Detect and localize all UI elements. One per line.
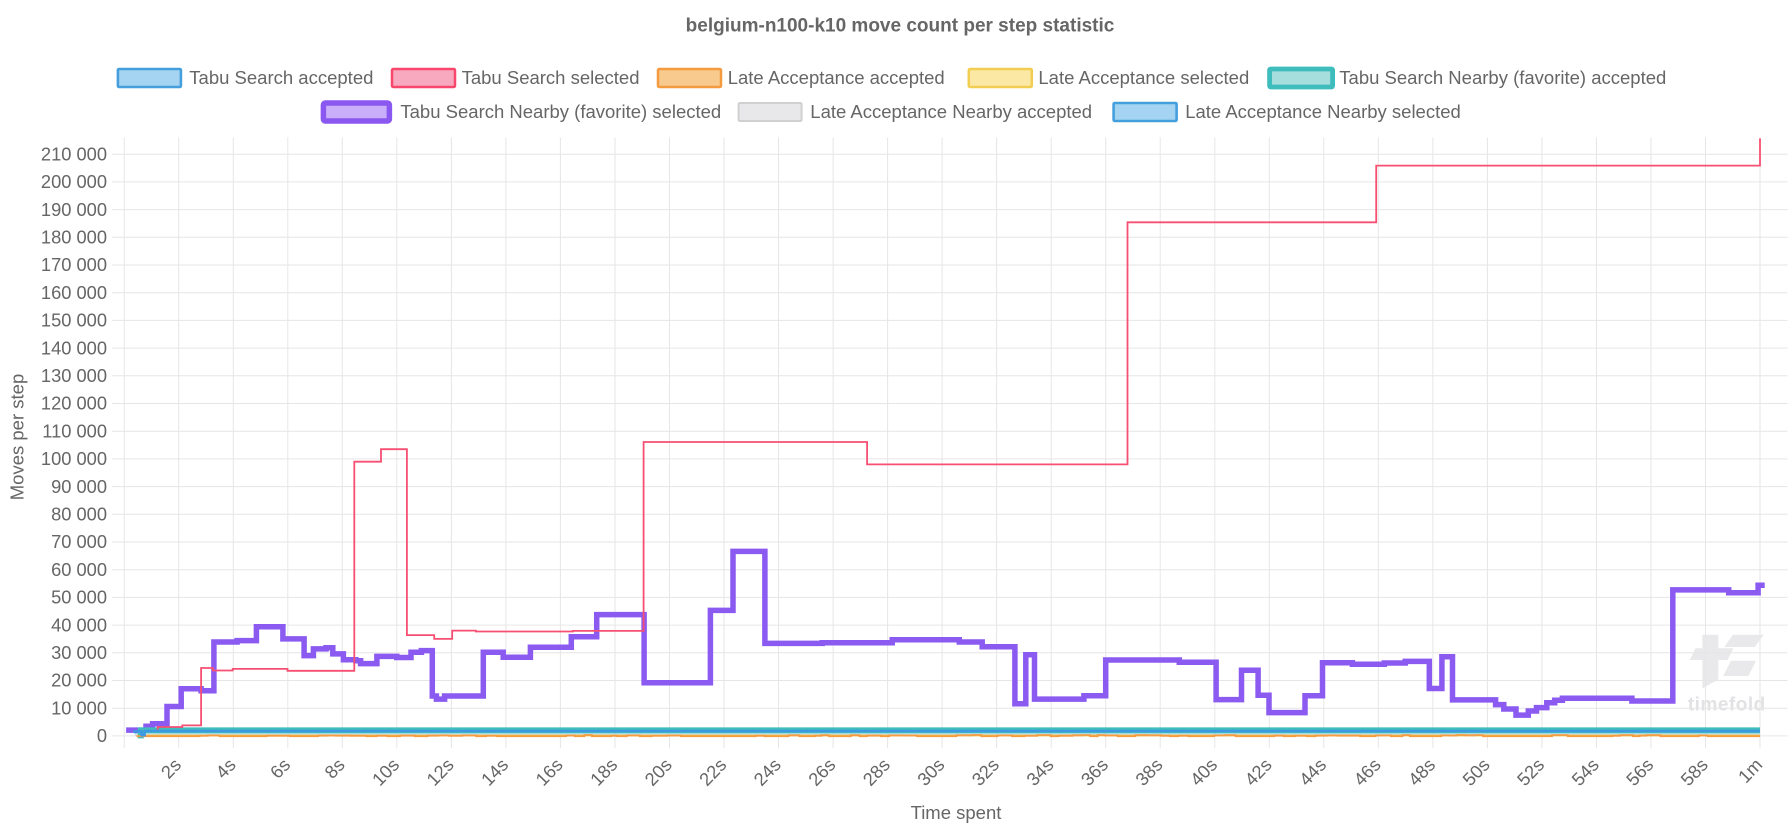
svg-text:140 000: 140 000 <box>41 337 107 358</box>
svg-text:90 000: 90 000 <box>51 476 107 497</box>
svg-text:Late Acceptance selected: Late Acceptance selected <box>1038 67 1249 88</box>
svg-text:130 000: 130 000 <box>41 365 107 386</box>
svg-text:110 000: 110 000 <box>42 420 107 441</box>
svg-text:20 000: 20 000 <box>51 670 107 691</box>
svg-text:150 000: 150 000 <box>41 310 107 331</box>
svg-text:0: 0 <box>97 725 107 746</box>
svg-text:Moves per step: Moves per step <box>7 374 28 500</box>
svg-text:60 000: 60 000 <box>51 559 107 580</box>
svg-text:50 000: 50 000 <box>51 587 107 608</box>
svg-text:timefold: timefold <box>1688 695 1766 716</box>
svg-text:200 000: 200 000 <box>41 171 107 192</box>
svg-text:Time spent: Time spent <box>911 802 1002 823</box>
svg-text:Late Acceptance Nearby accepte: Late Acceptance Nearby accepted <box>810 101 1092 122</box>
svg-text:80 000: 80 000 <box>51 504 107 525</box>
svg-text:40 000: 40 000 <box>51 614 107 635</box>
svg-text:100 000: 100 000 <box>41 448 107 469</box>
svg-text:210 000: 210 000 <box>41 143 107 164</box>
svg-text:Tabu Search selected: Tabu Search selected <box>462 67 640 88</box>
svg-text:120 000: 120 000 <box>41 393 107 414</box>
svg-text:30 000: 30 000 <box>51 642 107 663</box>
svg-text:180 000: 180 000 <box>41 227 107 248</box>
svg-text:Tabu Search accepted: Tabu Search accepted <box>189 67 373 88</box>
svg-text:Late Acceptance accepted: Late Acceptance accepted <box>728 67 945 88</box>
svg-text:170 000: 170 000 <box>41 254 107 275</box>
svg-text:190 000: 190 000 <box>41 199 107 220</box>
svg-text:160 000: 160 000 <box>41 282 107 303</box>
svg-text:Late Acceptance Nearby selecte: Late Acceptance Nearby selected <box>1185 101 1461 122</box>
svg-text:10 000: 10 000 <box>51 697 107 718</box>
svg-text:Tabu Search Nearby (favorite): Tabu Search Nearby (favorite) selected <box>400 101 721 122</box>
svg-text:70 000: 70 000 <box>51 531 107 552</box>
svg-text:Tabu Search Nearby (favorite): Tabu Search Nearby (favorite) accepted <box>1339 67 1666 88</box>
svg-text:belgium-n100-k10 move count pe: belgium-n100-k10 move count per step sta… <box>686 16 1115 37</box>
